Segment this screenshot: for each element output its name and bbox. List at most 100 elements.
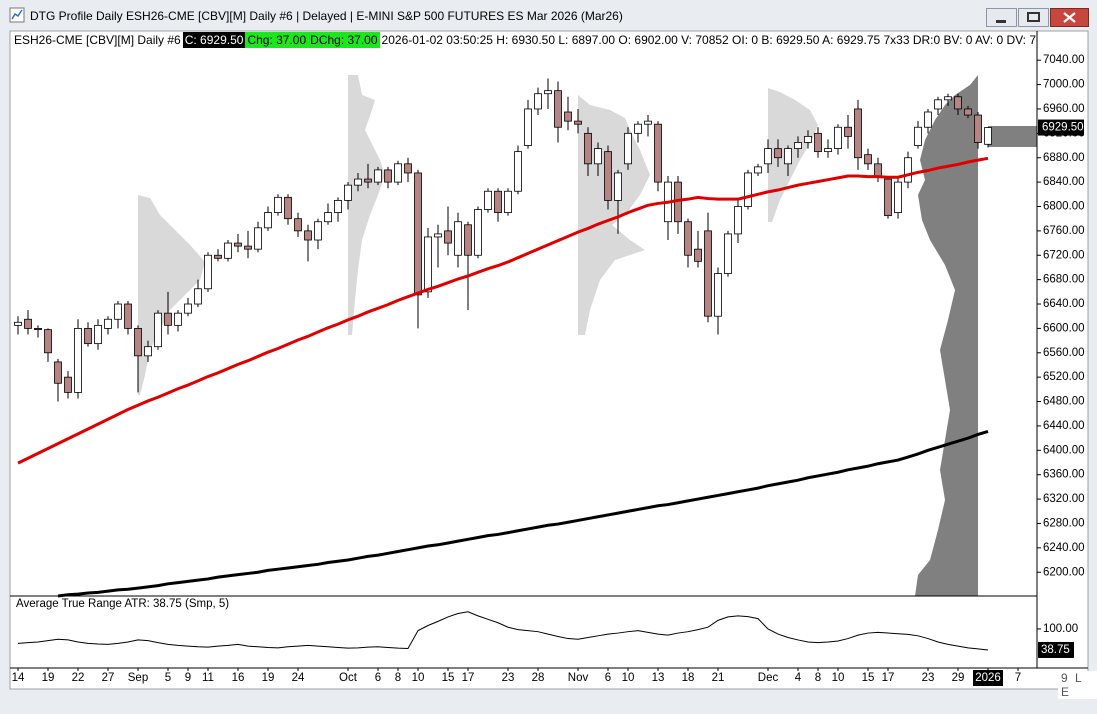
y-tick-label: 6320.00 [1043, 493, 1085, 505]
y-tick-label: 6760.00 [1043, 225, 1085, 237]
y-tick-label: 6960.00 [1043, 103, 1085, 115]
candle-body [414, 172, 422, 296]
y-tick-label: 6480.00 [1043, 396, 1085, 408]
candle-body [94, 324, 102, 345]
indicator-title: Average True Range ATR: 38.75 (Smp, 5) [16, 598, 229, 610]
x-tick-label: 10 [622, 672, 635, 684]
candle-body [954, 96, 962, 110]
candle-body [774, 148, 782, 159]
candle-body [244, 245, 252, 250]
candle-body [74, 328, 82, 393]
candle-body [764, 148, 772, 165]
candle-body [564, 111, 572, 122]
instrument: ESH26-CME [CBV][M] Daily #6 [14, 33, 181, 47]
y-tick-label: 100.00 [1043, 623, 1078, 635]
candle-body [854, 108, 862, 159]
x-tick-label: 11 [202, 672, 214, 684]
y-tick-label: 6720.00 [1043, 249, 1085, 261]
candle-body [274, 196, 282, 213]
x-tick-label: 2026 [975, 672, 1001, 684]
y-tick-label: 6360.00 [1043, 469, 1085, 481]
minimize-button[interactable] [986, 8, 1017, 27]
candle-body [924, 111, 932, 128]
x-tick-label: 15 [442, 672, 455, 684]
status[interactable]: 9 L E [1058, 671, 1097, 699]
y-tick-label: 6240.00 [1043, 542, 1085, 554]
last-price-box [1038, 119, 1084, 136]
candle-body [374, 169, 382, 183]
candle-body [384, 169, 392, 183]
candle-body [624, 132, 632, 165]
x-tick-label: 15 [862, 672, 875, 684]
candle-body [234, 242, 242, 247]
candle-body [44, 329, 52, 354]
maximize-button[interactable] [1018, 8, 1049, 27]
close-icon [1063, 12, 1076, 23]
maximize-icon [1027, 12, 1040, 22]
x-tick-label: 6 [605, 672, 611, 684]
line [57, 429, 989, 598]
y-tick-label: 6800.00 [1043, 201, 1085, 213]
candle-body [844, 126, 852, 137]
candle-body [114, 303, 122, 320]
candle-body [594, 148, 602, 165]
day-change-badge: DChg: 37.00 [308, 32, 380, 48]
x-tick-label: 10 [832, 672, 845, 684]
x-tick-label: Nov [568, 672, 589, 684]
candle-body [524, 108, 532, 146]
candle-body [614, 172, 622, 201]
window-title: DTG Profile Daily ESH26-CME [CBV][M] Dai… [30, 9, 623, 23]
x-tick-label: 16 [232, 672, 245, 684]
volume-profile [138, 195, 205, 395]
x-tick-label: 8 [815, 672, 821, 684]
y-tick-label: 6880.00 [1043, 152, 1085, 164]
candle-body [654, 123, 662, 183]
candle-body [104, 318, 112, 329]
x-tick-label: 22 [72, 672, 85, 684]
candle-body [304, 230, 312, 241]
candle-body [284, 196, 292, 220]
candle-body [34, 328, 42, 331]
candle-body [454, 221, 462, 256]
candle-body [714, 273, 722, 317]
candle-body [604, 151, 612, 201]
change-badge: Chg: 37.00 [245, 32, 309, 48]
window-buttons [986, 8, 1089, 27]
candle-body [904, 157, 912, 183]
candle-body [174, 312, 182, 326]
app-icon [9, 7, 25, 23]
candle-body [464, 224, 472, 256]
candle-body [804, 135, 812, 143]
candle-body [754, 166, 762, 174]
candle-body [444, 230, 452, 244]
volume-profile [915, 75, 978, 596]
candle-body [434, 233, 442, 238]
y-tick-label: 6200.00 [1043, 566, 1085, 578]
candle-body [494, 190, 502, 213]
candle-body [574, 120, 582, 125]
candle-body [324, 212, 332, 223]
x-tick-label: 4 [795, 672, 802, 684]
candle-body [254, 227, 262, 250]
y-tick-label: 7000.00 [1043, 79, 1085, 91]
candle-body [164, 312, 172, 326]
candle-body [864, 154, 872, 165]
candle-body [684, 221, 692, 256]
candle-body [814, 132, 822, 153]
x-tick-label: 17 [462, 672, 475, 684]
candle-body [334, 199, 342, 213]
x-tick-label: 6 [375, 672, 381, 684]
candle-body [404, 163, 412, 174]
candle-body [204, 254, 212, 290]
candle-body [694, 248, 702, 262]
candle-body [64, 376, 72, 393]
line [17, 156, 989, 465]
candle-body [824, 148, 832, 153]
y-tick-label: 6520.00 [1043, 371, 1085, 383]
quote-details: 2026-01-02 03:50:25 H: 6930.50 L: 6897.0… [381, 33, 1036, 47]
candle-body [344, 184, 352, 201]
x-tick-label: Dec [758, 672, 779, 684]
x-tick-label: 14 [12, 672, 25, 684]
